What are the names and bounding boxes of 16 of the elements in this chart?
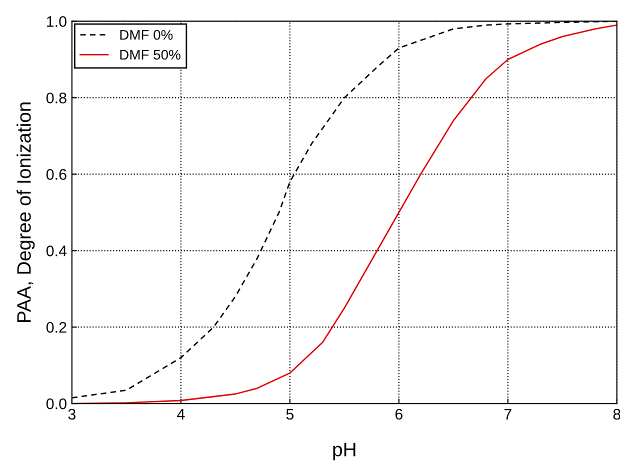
x-tick-label: 8 — [613, 408, 620, 420]
y-tick-label: 0.0 — [46, 398, 66, 410]
x-tick-label: 5 — [286, 408, 294, 420]
legend-label: DMF 0% — [120, 30, 173, 40]
x-tick-label: 6 — [395, 408, 402, 420]
y-axis-title: PAA, Degree of Ionization — [16, 102, 35, 322]
x-axis-title: pH — [333, 442, 356, 460]
x-tick-label: 7 — [504, 408, 512, 420]
y-tick-label: 0.2 — [46, 322, 66, 333]
x-tick-label: 3 — [68, 408, 76, 420]
legend-label: DMF 50% — [120, 50, 180, 60]
y-tick-label: 0.8 — [46, 92, 66, 104]
y-tick-label: 0.6 — [46, 169, 66, 180]
x-tick-label: 4 — [177, 408, 185, 420]
y-tick-label: 0.4 — [46, 246, 67, 256]
y-tick-label: 1.0 — [46, 16, 66, 27]
